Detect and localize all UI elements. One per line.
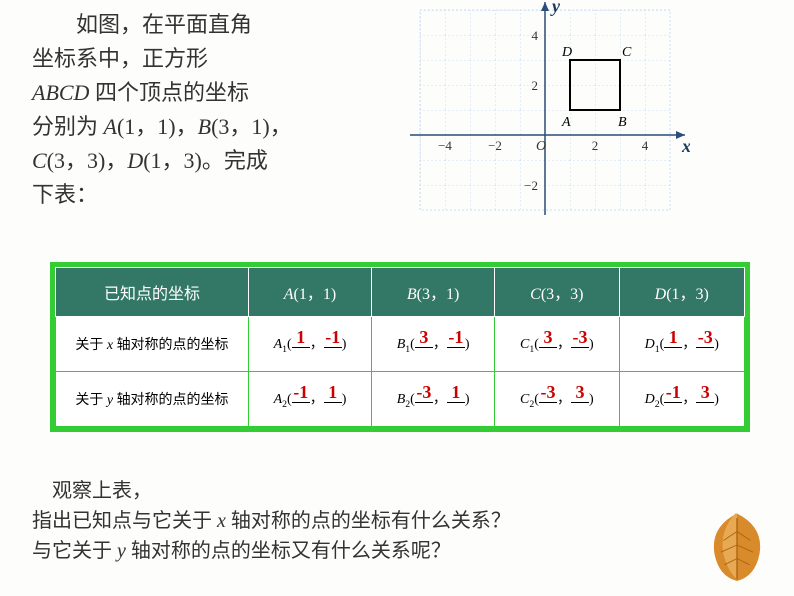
answer-table: 已知点的坐标 A(1，1) B(3，1) C(3，3) D(1，3) 关于 x … — [50, 262, 750, 432]
svg-text:−4: −4 — [438, 138, 452, 153]
problem-l6: 下表： — [32, 182, 98, 207]
svg-text:x: x — [681, 136, 690, 156]
cell-A2: A2(-1，1) — [248, 371, 371, 426]
problem-text: 如图，在平面直角 坐标系中，正方形 ABCD 四个顶点的坐标 分别为 A(1，1… — [32, 8, 392, 213]
coordinate-chart: −4 −2 2 4 −2 2 4 O x y A B C D — [400, 0, 690, 235]
svg-text:−2: −2 — [488, 138, 502, 153]
svg-text:O: O — [536, 139, 546, 154]
cell-D2: D2(-1，3) — [619, 371, 745, 426]
cell-B2: B2(-3，1) — [372, 371, 495, 426]
row2-label: 关于 y 轴对称的点的坐标 — [56, 371, 249, 426]
th-B: B(3，1) — [372, 268, 495, 317]
problem-abcd: ABCD — [32, 80, 89, 105]
svg-text:C: C — [622, 45, 632, 60]
svg-text:2: 2 — [532, 78, 539, 93]
cell-C1: C1(3，-3) — [495, 317, 619, 372]
cell-D1: D1(1，-3) — [619, 317, 745, 372]
th-A: A(1，1) — [248, 268, 371, 317]
problem-l2: 坐标系中，正方形 — [32, 46, 208, 71]
leaf-icon — [692, 500, 782, 590]
footer-l3: 与它关于 y 轴对称的点的坐标又有什么关系呢？ — [32, 536, 511, 566]
svg-text:4: 4 — [532, 28, 539, 43]
table-row: 关于 x 轴对称的点的坐标 A1(1，-1) B1(3，-1) C1(3，-3)… — [56, 317, 745, 372]
cell-B1: B1(3，-1) — [372, 317, 495, 372]
svg-text:A: A — [561, 115, 571, 130]
svg-text:B: B — [618, 115, 627, 130]
row1-label: 关于 x 轴对称的点的坐标 — [56, 317, 249, 372]
svg-text:4: 4 — [642, 138, 649, 153]
svg-text:−2: −2 — [524, 178, 538, 193]
footer-l2: 指出已知点与它关于 x 轴对称的点的坐标有什么关系？ — [32, 506, 511, 536]
problem-l3b: 四个顶点的坐标 — [89, 80, 249, 105]
problem-l4: 分别为 A(1，1)，B(3，1)， — [32, 114, 292, 139]
problem-l1: 如图，在平面直角 — [76, 12, 252, 37]
svg-text:y: y — [550, 0, 561, 16]
cell-C2: C2(-3，3) — [495, 371, 619, 426]
table-row: 关于 y 轴对称的点的坐标 A2(-1，1) B2(-3，1) C2(-3，3)… — [56, 371, 745, 426]
footer-l1: 观察上表， — [32, 480, 152, 502]
cell-A1: A1(1，-1) — [248, 317, 371, 372]
th-C: C(3，3) — [495, 268, 619, 317]
th-known: 已知点的坐标 — [56, 268, 249, 317]
svg-text:D: D — [561, 45, 572, 60]
footer-questions: 观察上表， 指出已知点与它关于 x 轴对称的点的坐标有什么关系？ 与它关于 y … — [32, 476, 511, 566]
problem-l5: C(3，3)，D(1，3)。完成 — [32, 148, 268, 173]
th-D: D(1，3) — [619, 268, 745, 317]
svg-text:2: 2 — [592, 138, 599, 153]
